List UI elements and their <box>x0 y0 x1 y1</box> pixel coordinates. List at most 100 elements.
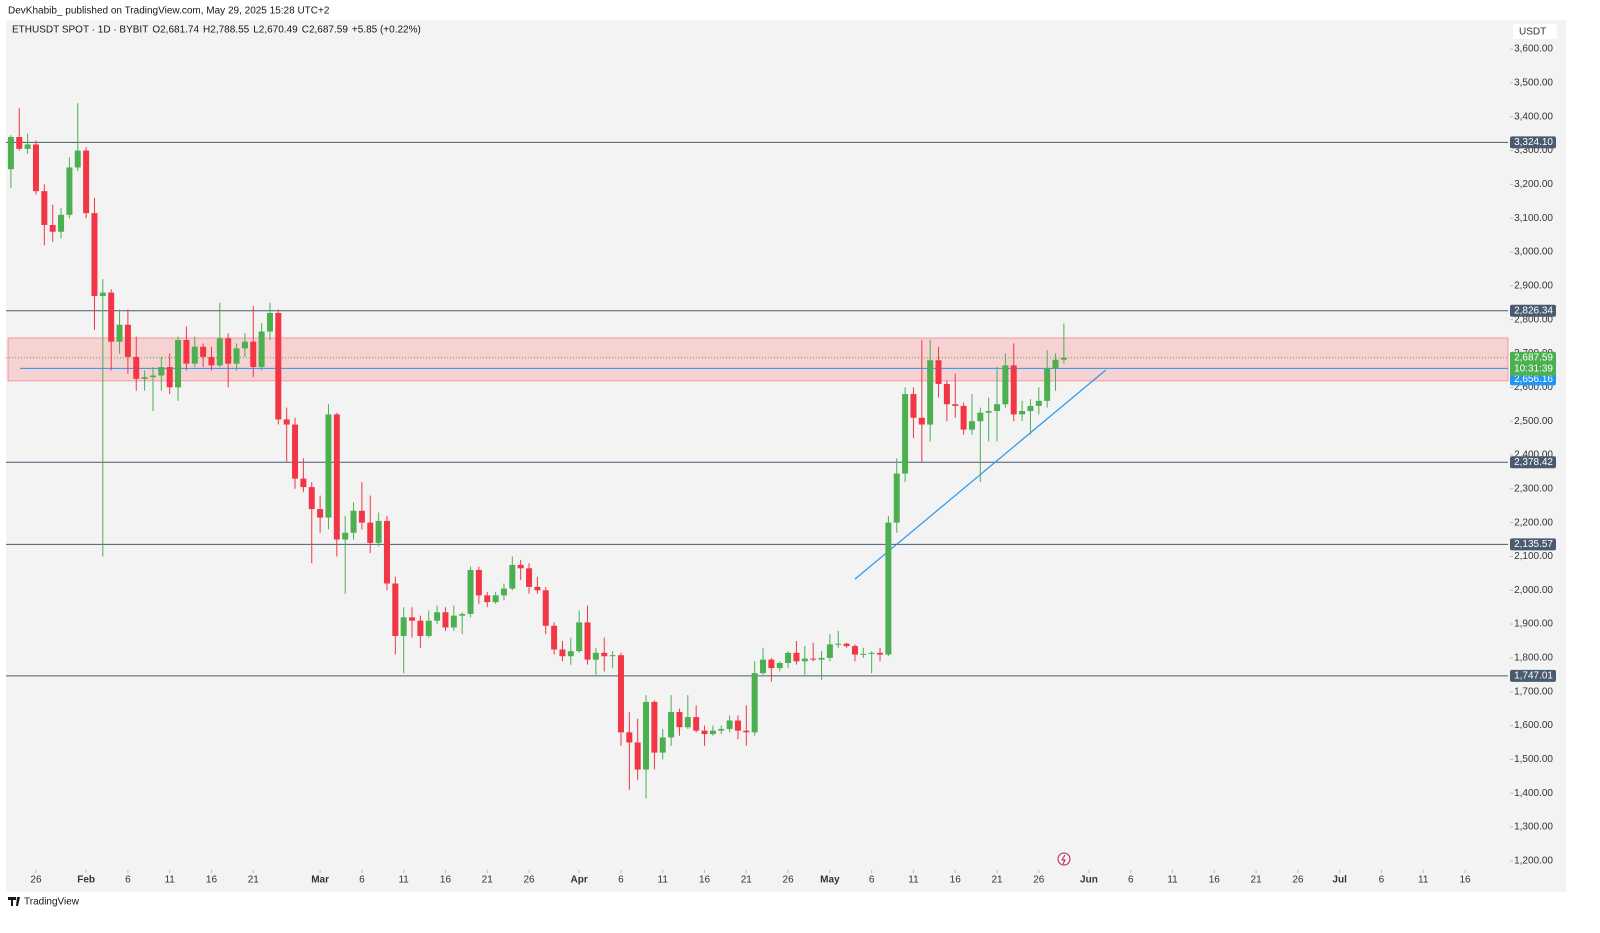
candle-body <box>83 150 90 214</box>
y-tick-label: 2,400.00 <box>1514 450 1553 461</box>
candle-body <box>275 312 282 420</box>
candle-body <box>668 712 675 738</box>
candle-body <box>994 404 1001 412</box>
y-tick-label: 1,500.00 <box>1514 754 1553 765</box>
candle-body <box>375 520 382 543</box>
candle-body <box>434 612 441 621</box>
support-tag-label: 2,656.16 <box>1514 374 1553 385</box>
candle-body <box>74 150 81 168</box>
candle-body <box>216 338 223 366</box>
y-tick-label: 1,300.00 <box>1514 822 1553 833</box>
candle-body <box>124 324 131 357</box>
candle-body <box>367 522 374 543</box>
candle-body <box>968 421 975 430</box>
x-tick-label: 21 <box>741 875 753 886</box>
last-price-label: 2,687.59 <box>1514 352 1553 363</box>
candle-body <box>893 473 900 523</box>
candle-body <box>559 649 566 657</box>
candle-body <box>24 144 31 149</box>
candle-body <box>258 331 265 368</box>
candle-body <box>851 646 858 655</box>
x-tick-label: Jun <box>1080 875 1098 886</box>
x-tick-label: 16 <box>1209 875 1221 886</box>
candle-body <box>158 367 165 376</box>
level-tag-label: 2,826.34 <box>1514 305 1553 316</box>
candle-body <box>860 653 867 655</box>
x-tick-label: 6 <box>1128 875 1134 886</box>
candle-body <box>317 509 324 518</box>
candle-body <box>567 651 574 657</box>
ohlc-value: 2,681.74 <box>160 25 199 36</box>
x-tick-label: Mar <box>311 875 329 886</box>
candle-body <box>208 356 215 366</box>
candle-body <box>617 655 624 733</box>
candle-body <box>634 742 641 770</box>
candle-body <box>133 356 140 379</box>
y-tick-label: 1,200.00 <box>1514 856 1553 867</box>
icon-circle <box>1057 852 1071 866</box>
candle-body <box>99 292 106 297</box>
candle-body <box>225 338 232 364</box>
candle-body <box>793 652 800 662</box>
candle-body <box>785 652 792 663</box>
x-tick-label: 26 <box>1292 875 1304 886</box>
candle-body <box>776 662 783 669</box>
candle-body <box>41 191 48 225</box>
y-tick-label: 3,600.00 <box>1514 44 1553 55</box>
candle-body <box>467 569 474 614</box>
candle-body <box>241 341 248 349</box>
candle-body <box>910 394 917 418</box>
x-tick-label: 21 <box>482 875 494 886</box>
candle-body <box>835 643 842 645</box>
candle-body <box>450 615 457 628</box>
candle-body <box>693 717 700 731</box>
candle-body <box>592 652 599 660</box>
ohlc-value: 2,788.55 <box>210 25 249 36</box>
candle-body <box>266 312 273 332</box>
last-price-tag <box>1510 351 1556 376</box>
countdown-label: 10:31:39 <box>1514 363 1553 374</box>
lightning-icon <box>1057 852 1071 866</box>
candle-body <box>952 404 959 406</box>
candle-body <box>475 569 482 596</box>
candle-body <box>459 613 466 616</box>
x-tick-label: 16 <box>440 875 452 886</box>
candle-body <box>1052 359 1059 369</box>
candle-body <box>442 612 449 628</box>
x-tick-label: 16 <box>1459 875 1471 886</box>
ohlc-value: 2,687.59 <box>309 25 348 36</box>
x-tick-label: 21 <box>991 875 1003 886</box>
candle-body <box>726 720 733 729</box>
candle-body <box>200 346 207 357</box>
candle-body <box>534 586 541 591</box>
x-tick-label: 26 <box>30 875 42 886</box>
candle-body <box>1060 357 1067 360</box>
y-tick-label: 1,600.00 <box>1514 720 1553 731</box>
candle-body <box>484 595 491 603</box>
y-tick-label: 2,200.00 <box>1514 517 1553 528</box>
candle-body <box>1002 365 1009 405</box>
candle-body <box>902 394 909 474</box>
candle-body <box>977 412 984 422</box>
level-tag <box>1510 669 1556 682</box>
brand-name: TradingView <box>24 897 80 908</box>
x-tick-label: 16 <box>699 875 711 886</box>
y-tick-label: 3,100.00 <box>1514 213 1553 224</box>
candle-body <box>1010 365 1017 415</box>
candle-body <box>7 137 14 170</box>
candle-body <box>676 712 683 728</box>
candle-body <box>643 701 650 770</box>
x-tick-label: 6 <box>869 875 875 886</box>
candle-body <box>709 730 716 735</box>
candle-body <box>66 167 73 215</box>
candle-body <box>49 224 56 232</box>
candle-body <box>325 414 332 518</box>
currency: USDT <box>1519 27 1546 38</box>
x-tick-label: Jul <box>1332 875 1347 886</box>
candle-body <box>601 652 608 657</box>
y-tick-label: 3,000.00 <box>1514 247 1553 258</box>
candle-body <box>626 732 633 743</box>
candle-body <box>1035 400 1042 406</box>
candle-body <box>576 622 583 652</box>
